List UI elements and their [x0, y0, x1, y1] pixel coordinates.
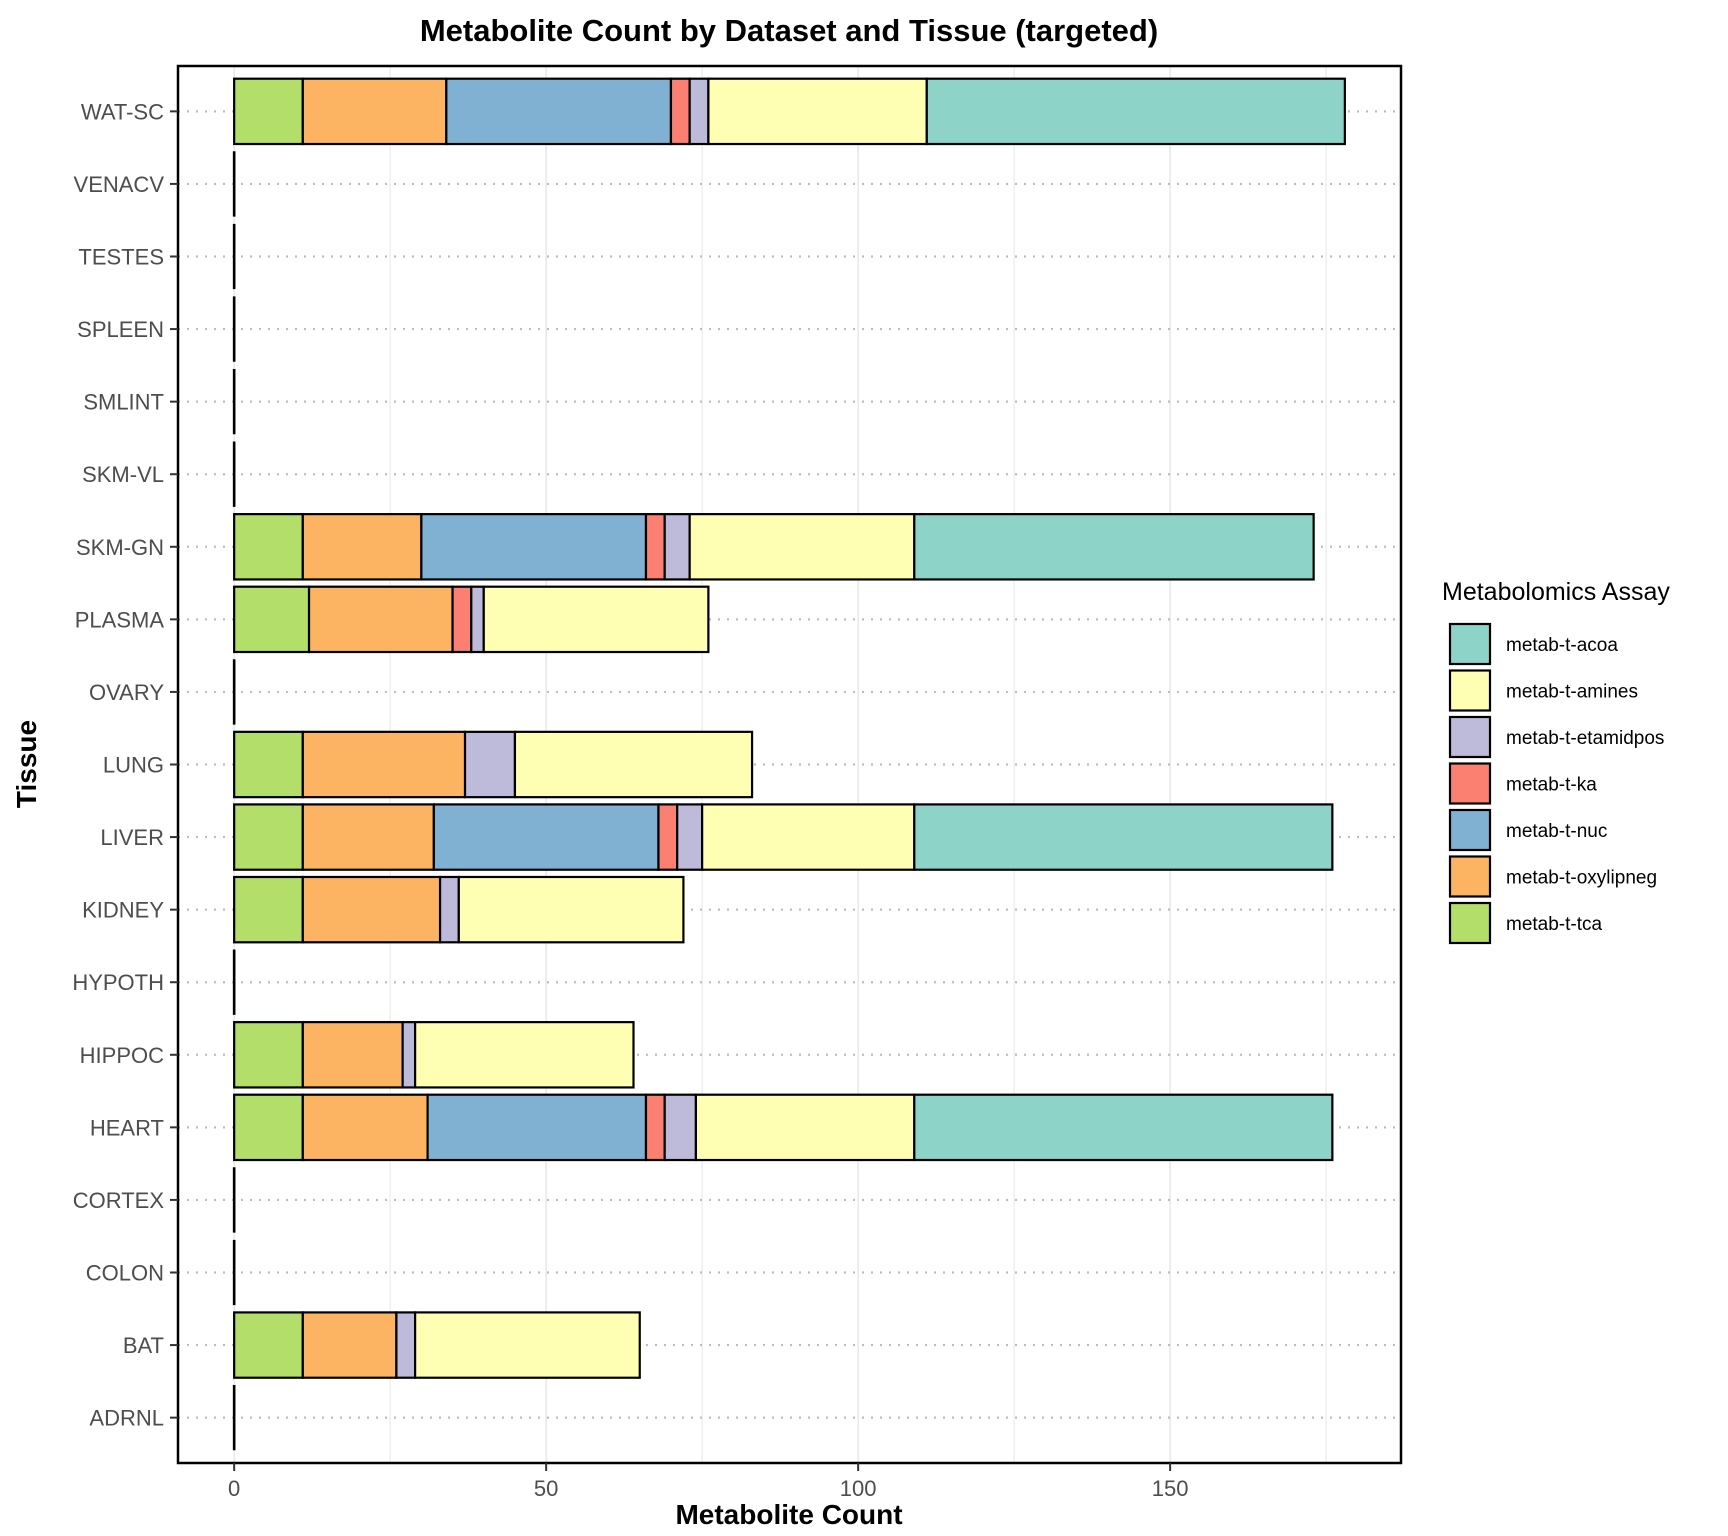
- y-tick-label: CORTEX: [73, 1188, 165, 1213]
- y-tick-label: SKM-VL: [82, 462, 164, 487]
- bar-lung-metab-t-oxylipneg: [301, 730, 467, 799]
- bar-wat-sc-metab-t-amines: [707, 77, 928, 146]
- bar-heart-metab-t-oxylipneg: [301, 1093, 429, 1162]
- legend-label-metab-t-etamidpos: metab-t-etamidpos: [1506, 728, 1664, 749]
- legend-label-metab-t-acoa: metab-t-acoa: [1506, 635, 1618, 656]
- bar-skm-gn-metab-t-acoa: [913, 513, 1315, 581]
- bar-heart-metab-t-tca: [233, 1093, 304, 1162]
- bar-hippoc-metab-t-oxylipneg: [301, 1021, 404, 1089]
- bar-kidney-metab-t-tca: [233, 875, 304, 944]
- bar-liver-metab-t-etamidpos: [676, 803, 704, 871]
- bar-liver-metab-t-ka: [657, 803, 679, 871]
- x-axis-title: Metabolite Count: [675, 1499, 902, 1530]
- bar-wat-sc-metab-t-nuc: [445, 77, 673, 146]
- bar-skm-gn-metab-t-ka: [644, 513, 666, 581]
- bar-heart-metab-t-etamidpos: [663, 1093, 698, 1162]
- bar-liver-metab-t-nuc: [432, 803, 660, 871]
- y-tick-label: SMLINT: [83, 390, 164, 415]
- y-tick-label: ADRNL: [89, 1406, 164, 1431]
- legend-label-metab-t-tca: metab-t-tca: [1506, 914, 1603, 935]
- bar-bat-metab-t-etamidpos: [395, 1311, 417, 1379]
- legend-swatch-metab-t-tca: [1448, 901, 1492, 945]
- legend: Metabolomics Assay metab-t-acoa metab-t-a…: [1442, 578, 1670, 945]
- bar-bat-metab-t-amines: [414, 1311, 641, 1379]
- y-tick-label: PLASMA: [75, 607, 165, 632]
- y-tick-label: SKM-GN: [76, 535, 164, 560]
- y-tick-label: COLON: [86, 1261, 164, 1286]
- bar-hippoc-metab-t-etamidpos: [401, 1021, 417, 1089]
- bar-heart-metab-t-ka: [644, 1093, 666, 1162]
- bar-lung-metab-t-etamidpos: [463, 730, 517, 799]
- x-axis: 0 50 100 150: [228, 1463, 1188, 1501]
- bar-wat-sc-metab-t-tca: [233, 77, 304, 146]
- bar-plasma-metab-t-amines: [482, 585, 710, 654]
- x-tick-label: 50: [534, 1476, 558, 1501]
- y-tick-label: KIDNEY: [82, 898, 164, 923]
- legend-swatch-metab-t-nuc: [1448, 808, 1492, 852]
- x-tick-label: 150: [1152, 1476, 1189, 1501]
- y-tick-label: HEART: [90, 1115, 164, 1140]
- legend-swatch-metab-t-oxylipneg: [1448, 855, 1492, 898]
- bar-wat-sc-metab-t-oxylipneg: [301, 77, 448, 146]
- y-axis-title: Tissue: [11, 720, 42, 808]
- legend-label-metab-t-nuc: metab-t-nuc: [1506, 821, 1607, 842]
- bar-lung-metab-t-amines: [513, 730, 754, 799]
- legend-label-metab-t-ka: metab-t-ka: [1506, 775, 1597, 796]
- y-tick-label: SPLEEN: [77, 317, 164, 342]
- y-tick-label: BAT: [123, 1333, 164, 1358]
- bar-plasma-metab-t-oxylipneg: [307, 585, 454, 654]
- legend-swatch-metab-t-etamidpos: [1448, 715, 1492, 759]
- y-tick-label: HYPOTH: [72, 970, 164, 995]
- y-tick-label: HIPPOC: [80, 1043, 164, 1068]
- bar-skm-gn-metab-t-oxylipneg: [301, 513, 423, 581]
- bar-bat-metab-t-oxylipneg: [301, 1311, 398, 1379]
- chart-title: Metabolite Count by Dataset and Tissue (…: [420, 13, 1158, 48]
- bar-skm-gn-metab-t-nuc: [420, 513, 648, 581]
- bar-liver-metab-t-tca: [233, 803, 304, 871]
- legend-title: Metabolomics Assay: [1442, 578, 1670, 606]
- bar-liver-metab-t-oxylipneg: [301, 803, 435, 871]
- x-tick-label: 100: [840, 1476, 877, 1501]
- bar-lung-metab-t-tca: [233, 730, 304, 799]
- bar-bat-metab-t-tca: [233, 1311, 304, 1379]
- legend-swatch-metab-t-amines: [1448, 669, 1492, 712]
- legend-swatch-metab-t-ka: [1448, 762, 1492, 805]
- y-tick-label: VENACV: [74, 172, 165, 197]
- y-tick-label: WAT-SC: [81, 99, 164, 124]
- bars: [232, 77, 1346, 1451]
- bar-plasma-metab-t-etamidpos: [470, 585, 485, 654]
- y-tick-label: OVARY: [89, 680, 164, 705]
- bar-kidney-metab-t-oxylipneg: [301, 875, 442, 944]
- bar-wat-sc-metab-t-ka: [669, 77, 691, 146]
- bar-wat-sc-metab-t-acoa: [925, 77, 1346, 146]
- legend-label-metab-t-oxylipneg: metab-t-oxylipneg: [1506, 868, 1657, 889]
- bar-skm-gn-metab-t-etamidpos: [663, 513, 691, 581]
- bar-plasma-metab-t-ka: [451, 585, 473, 654]
- y-tick-label: TESTES: [78, 245, 164, 270]
- x-tick-label: 0: [228, 1476, 240, 1501]
- y-tick-label: LIVER: [100, 825, 164, 850]
- bar-skm-gn-metab-t-tca: [233, 513, 304, 581]
- bar-liver-metab-t-acoa: [913, 803, 1334, 871]
- bar-hippoc-metab-t-tca: [233, 1021, 304, 1089]
- bar-plasma-metab-t-tca: [233, 585, 311, 654]
- bar-heart-metab-t-acoa: [913, 1093, 1334, 1162]
- bar-heart-metab-t-amines: [694, 1093, 916, 1162]
- bar-wat-sc-metab-t-etamidpos: [688, 77, 710, 146]
- bar-kidney-metab-t-etamidpos: [438, 875, 460, 944]
- bar-kidney-metab-t-amines: [457, 875, 685, 944]
- legend-swatch-metab-t-acoa: [1448, 622, 1492, 666]
- y-axis: ADRNL BAT COLON CORTEX HEART HIPPOC HYPOTH KIDN…: [72, 99, 178, 1431]
- bar-hippoc-metab-t-amines: [414, 1021, 635, 1089]
- y-tick-label: LUNG: [103, 753, 164, 778]
- bar-liver-metab-t-amines: [701, 803, 916, 871]
- bar-skm-gn-metab-t-amines: [688, 513, 916, 581]
- bar-heart-metab-t-nuc: [426, 1093, 648, 1162]
- legend-label-metab-t-amines: metab-t-amines: [1506, 682, 1638, 703]
